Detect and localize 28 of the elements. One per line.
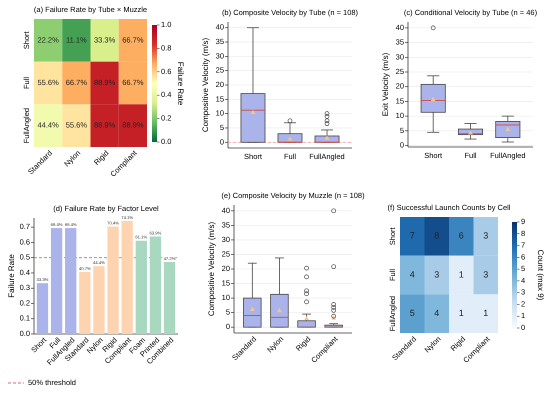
data-label: 6 [458, 230, 464, 241]
data-label: 1 [458, 269, 464, 280]
color-bar-title: Count (max 9) [536, 250, 545, 301]
bar [164, 262, 176, 334]
data-label: 3 [483, 269, 488, 280]
data-label: 1 [483, 308, 488, 318]
bar [122, 220, 133, 334]
data-label: 1 [458, 308, 464, 318]
data-label: 4 [434, 308, 440, 318]
data-label: 4 [410, 269, 415, 280]
data-label: 5 [410, 308, 415, 318]
bar [79, 272, 90, 334]
y-axis-title: Compositive Velocity (m/s) [201, 38, 210, 132]
bar [136, 240, 147, 334]
data-label: 8 [434, 230, 440, 241]
bar [150, 236, 162, 334]
bar [50, 228, 62, 334]
data-label: 7 [410, 230, 415, 241]
bar [107, 226, 119, 334]
data-label: 3 [483, 230, 488, 241]
bar [65, 228, 76, 334]
color-bar-title: Failure Rate [176, 62, 185, 106]
y-axis-title: Failure Rate [7, 254, 16, 298]
y-axis-title: Exit Velocity (m/s) [381, 52, 390, 116]
y-axis-title: Compositive Velocity (m/s) [207, 222, 216, 316]
bar [93, 266, 105, 334]
bar [36, 283, 48, 334]
data-label: 3 [434, 269, 440, 280]
